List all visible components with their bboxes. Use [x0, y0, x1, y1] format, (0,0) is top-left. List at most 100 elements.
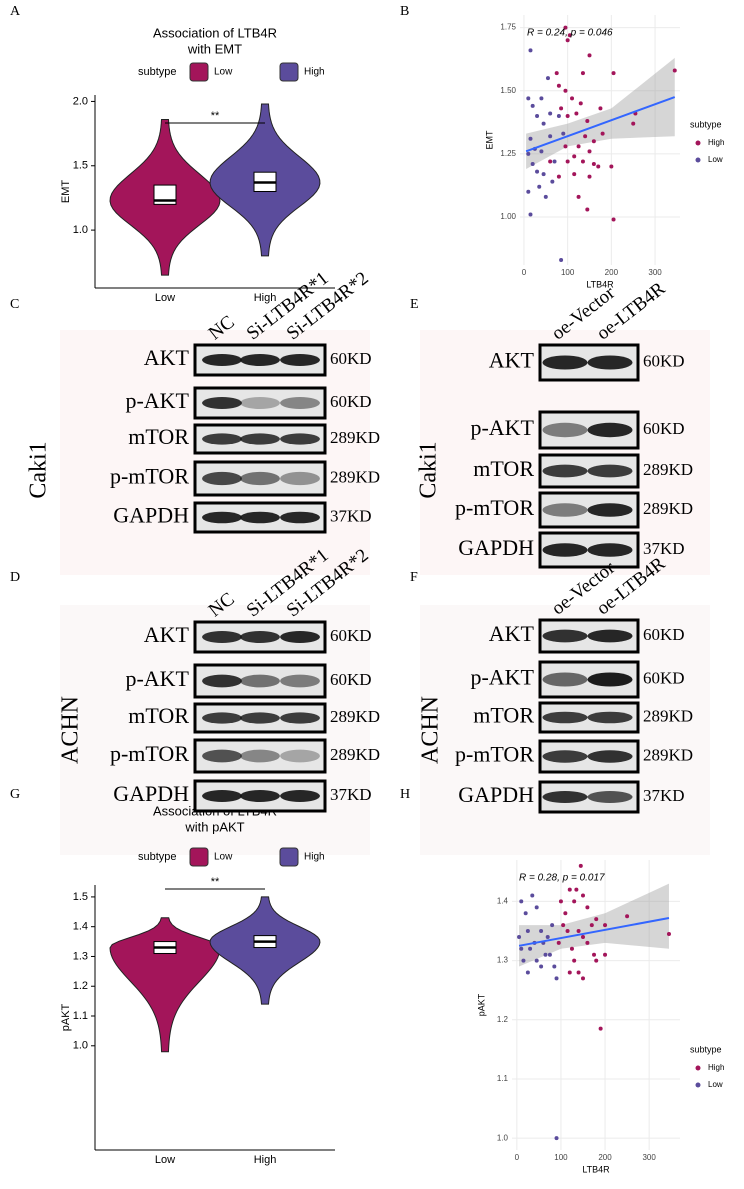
legend-label: High	[708, 138, 724, 147]
plot-panel	[512, 860, 680, 1150]
point	[525, 970, 530, 975]
size-label: 289KD	[330, 467, 380, 486]
band	[587, 543, 633, 557]
band	[240, 397, 280, 409]
fit-line	[518, 917, 670, 947]
protein-label: AKT	[144, 622, 190, 647]
y-tick-label: 1.5	[73, 891, 88, 903]
point	[550, 923, 555, 928]
x-tick-label: 0	[515, 1153, 520, 1162]
point	[600, 131, 605, 136]
point	[567, 970, 572, 975]
confidence-band	[526, 57, 675, 170]
band	[202, 397, 242, 409]
size-label: 60KD	[330, 349, 372, 368]
x-axis-label: LTB4R	[582, 1164, 610, 1174]
legend-swatch	[189, 62, 209, 82]
point	[526, 151, 531, 156]
point	[576, 970, 581, 975]
point	[592, 952, 597, 957]
legend-label: Low	[214, 67, 233, 78]
y-tick-label: 1.5	[73, 160, 88, 172]
band	[240, 511, 280, 524]
point	[589, 923, 594, 928]
size-label: 289KD	[643, 460, 693, 479]
point	[570, 96, 575, 101]
chart-title: with pAKT	[184, 819, 244, 834]
size-label: 60KD	[643, 625, 685, 644]
point	[598, 1026, 603, 1031]
size-label: 37KD	[330, 506, 372, 525]
chart-title: Association of LTB4R	[153, 25, 277, 40]
y-tick-label: 1.00	[500, 212, 516, 221]
size-label: 289KD	[643, 745, 693, 764]
x-tick-label: 100	[561, 268, 575, 277]
legend-label: Low	[708, 155, 723, 164]
band	[240, 674, 280, 688]
size-label: 289KD	[330, 745, 380, 764]
point	[537, 184, 542, 189]
point	[611, 71, 616, 76]
point	[598, 106, 603, 111]
point	[580, 159, 585, 164]
point	[580, 976, 585, 981]
band	[240, 471, 280, 486]
point	[569, 946, 574, 951]
plot-panel	[520, 15, 680, 265]
y-tick-label: 1.0	[497, 1133, 509, 1142]
protein-label: GAPDH	[458, 535, 534, 560]
band	[587, 711, 633, 724]
point	[525, 929, 530, 934]
point	[585, 119, 590, 124]
band	[542, 464, 588, 478]
point	[585, 207, 590, 212]
band	[202, 749, 242, 763]
point	[561, 131, 566, 136]
legend-swatch	[695, 140, 701, 146]
point	[528, 48, 533, 53]
band	[280, 433, 320, 445]
protein-label: AKT	[489, 621, 535, 646]
point	[567, 33, 572, 38]
point	[580, 71, 585, 76]
band	[587, 672, 633, 687]
point	[521, 958, 526, 963]
protein-label: p-mTOR	[455, 495, 534, 520]
point	[554, 71, 559, 76]
protein-label: GAPDH	[113, 781, 189, 806]
point	[554, 1136, 559, 1141]
band	[202, 354, 242, 366]
band	[587, 629, 633, 643]
point	[541, 121, 546, 126]
significance-label: **	[211, 110, 220, 122]
x-tick-label: 200	[598, 1153, 612, 1162]
legend-title: subtype	[138, 851, 177, 863]
protein-label: p-mTOR	[455, 742, 534, 767]
point	[543, 194, 548, 199]
x-tick-label: Low	[155, 292, 175, 304]
size-label: 289KD	[643, 706, 693, 725]
y-tick-label: 1.2	[73, 980, 88, 992]
point	[517, 934, 522, 939]
band	[587, 750, 633, 763]
point	[558, 899, 563, 904]
point	[565, 159, 570, 164]
size-label: 60KD	[643, 419, 685, 438]
point	[585, 940, 590, 945]
band	[280, 397, 320, 409]
point	[576, 194, 581, 199]
point	[535, 114, 540, 119]
point	[572, 172, 577, 177]
point	[565, 38, 570, 43]
point	[580, 934, 585, 939]
band	[280, 749, 320, 763]
point	[541, 172, 546, 177]
point	[591, 139, 596, 144]
y-tick-label: 1.0	[73, 1040, 88, 1052]
point	[528, 946, 533, 951]
point	[519, 946, 524, 951]
point	[611, 217, 616, 222]
x-tick-label: High	[254, 1154, 277, 1166]
legend-swatch	[695, 157, 701, 163]
